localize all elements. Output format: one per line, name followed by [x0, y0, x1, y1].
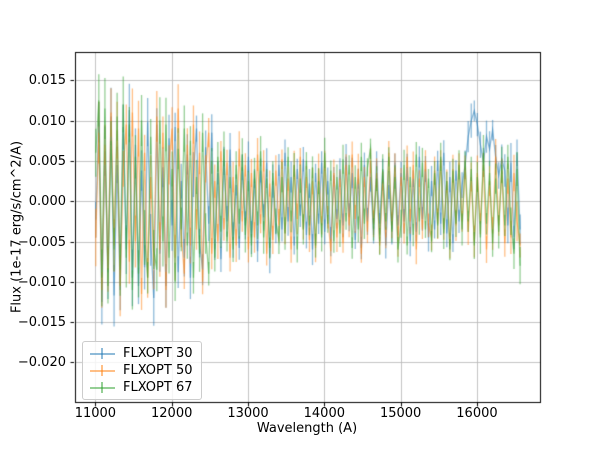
x-tick-label: 11000 — [74, 406, 117, 421]
y-tick-label: 0.010 — [28, 113, 66, 129]
y-tick-label: 0.005 — [28, 153, 66, 169]
legend: FLXOPT 30 FLXOPT 50 FLXOPT 67 — [82, 341, 203, 400]
x-tick-label: 14000 — [303, 406, 345, 421]
y-tick-label: 0.015 — [28, 73, 66, 89]
legend-row: FLXOPT 50 — [89, 362, 192, 379]
x-axis-label: Wavelength (A) — [256, 421, 358, 436]
y-tick-label: −0.020 — [17, 355, 66, 371]
legend-errorbar-icon — [89, 363, 116, 378]
legend-errorbar-icon — [89, 346, 116, 361]
y-tick-label: −0.005 — [17, 234, 66, 250]
y-tick-label: −0.015 — [17, 315, 66, 331]
x-tick-label: 16000 — [456, 406, 498, 421]
y-tick-label: −0.010 — [17, 274, 66, 290]
legend-row: FLXOPT 67 — [89, 379, 192, 396]
legend-row: FLXOPT 30 — [89, 345, 192, 362]
legend-errorbar-icon — [89, 380, 116, 395]
x-tick-label: 12000 — [151, 406, 193, 421]
legend-label: FLXOPT 50 — [123, 363, 193, 378]
y-tick-label: 0.000 — [28, 194, 66, 210]
x-tick-label: 13000 — [227, 406, 269, 421]
x-tick-label: 15000 — [379, 406, 422, 421]
legend-label: FLXOPT 30 — [123, 346, 193, 361]
legend-label: FLXOPT 67 — [123, 380, 193, 395]
